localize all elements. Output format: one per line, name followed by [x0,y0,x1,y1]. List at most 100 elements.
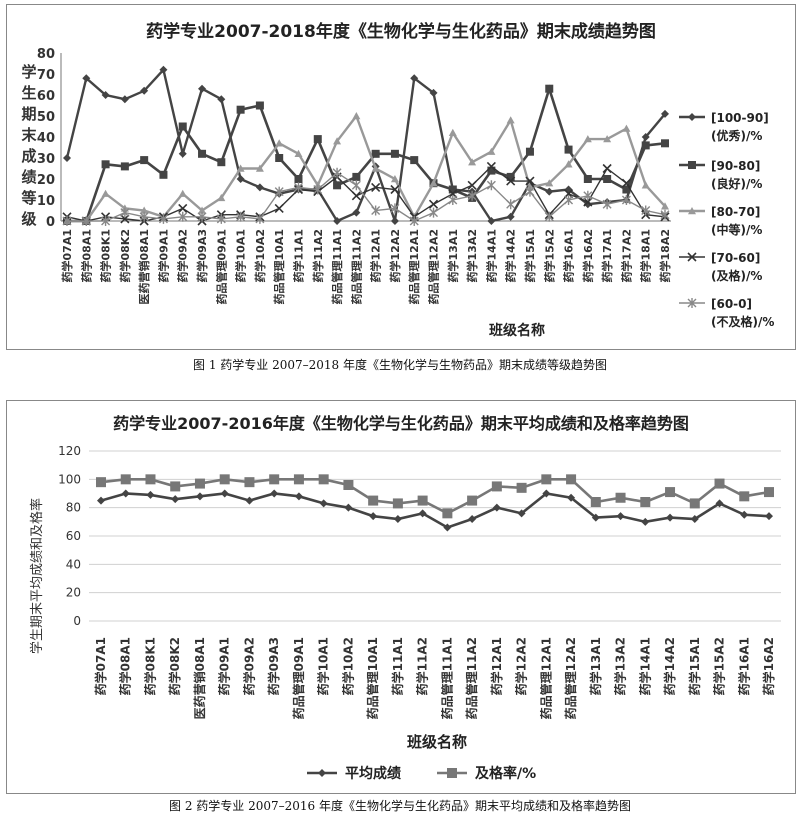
data-point-s3 [255,164,264,172]
x-tick-label: 药学13A1 [588,637,603,695]
data-point-s1 [178,149,187,158]
data-point-s2 [371,149,380,158]
y-tick-label: 20 [37,173,55,188]
data-point-s5 [660,209,670,220]
data-point-s5 [390,203,400,214]
x-tick-label: 药品管理10A1 [365,637,380,719]
y-axis-label-char: 级 [21,210,37,228]
x-tick-label: 医药营销08A1 [192,637,207,719]
data-point-s5 [62,216,72,226]
x-tick-label: 药学08A1 [118,637,133,695]
data-point-s5 [158,213,168,224]
x-axis-label: 班级名称 [489,322,545,339]
x-tick-label: 药学15A1 [523,229,537,282]
x-tick-label: 药学10A1 [234,229,248,282]
data-point-s5 [525,186,535,197]
data-point-s5 [467,190,477,201]
x-tick-label: 药学11A1 [291,229,305,282]
x-tick-label: 药学15A1 [687,637,702,695]
x-tick-label: 药学11A2 [311,229,325,282]
data-point-s2 [178,122,187,131]
data-point-s2 [145,474,156,485]
data-point-s1 [393,515,402,523]
x-tick-label: 药品管理12A2 [427,229,441,304]
data-point-s5 [178,211,188,222]
y-tick-label: 40 [66,557,81,571]
x-tick-label: 药学08K1 [142,637,157,695]
data-point-s2 [410,156,419,165]
data-point-s1 [159,65,168,74]
data-point-s4 [274,203,284,213]
data-point-s1 [517,509,526,518]
x-tick-label: 药品管理11A1 [330,229,344,304]
x-tick-label: 药学08A1 [79,229,93,282]
x-tick-label: 药学16A1 [736,637,751,695]
data-point-s2 [506,172,515,181]
data-point-s2 [170,481,181,492]
data-point-s3 [275,139,284,147]
data-point-s3 [564,160,573,168]
x-axis-label: 班级名称 [407,733,467,751]
data-point-s1 [740,510,749,519]
x-tick-label: 药品管理10A1 [272,229,286,304]
data-point-s2 [255,101,264,110]
x-tick-label: 药学09A3 [195,229,209,282]
x-tick-label: 药学14A2 [504,229,518,282]
x-tick-label: 药学12A1 [489,637,504,695]
data-point-s1 [63,154,71,162]
y-axis-label-char: 期 [21,105,36,123]
data-point-s2 [641,141,650,150]
y-axis-label: 学生期末平均成绩和及格率 [29,498,45,654]
data-point-s2 [198,149,207,158]
x-tick-label: 药品管理09A1 [214,229,228,304]
x-tick-label: 药学13A2 [613,637,628,695]
data-point-s1 [443,523,452,532]
x-tick-label: 药学15A2 [542,229,556,282]
x-tick-label: 药学07A1 [93,637,108,695]
data-point-s2 [661,139,669,148]
x-tick-label: 药学12A2 [388,229,402,282]
data-point-s1 [765,512,773,521]
x-tick-label: 药学11A1 [390,637,405,695]
data-point-s5 [120,207,130,218]
data-point-s5 [332,167,342,178]
data-point-s1 [294,492,303,501]
data-point-s3 [661,202,669,210]
data-point-s1 [410,74,419,83]
x-tick-label: 药学09A2 [176,229,190,282]
data-point-s1 [333,217,342,225]
y-axis-label-char: 学 [21,63,36,81]
data-point-s2 [714,478,725,489]
data-point-s2 [491,481,502,492]
data-point-s5 [351,180,361,191]
data-point-s1 [545,187,554,196]
y-tick-label: 10 [37,194,55,209]
series-line-2 [100,478,770,515]
data-point-s3 [487,147,496,155]
legend-marker-3 [688,207,696,215]
data-point-s2 [120,474,131,485]
data-point-s4 [602,163,612,174]
data-point-s2 [343,480,354,490]
data-point-s5 [101,216,111,226]
data-point-s1 [245,496,254,505]
data-point-s1 [352,208,361,217]
x-tick-label: 药学10A2 [340,637,355,695]
data-point-s2 [244,477,255,488]
data-point-s2 [275,154,284,162]
data-point-s1 [616,512,625,521]
data-point-s2 [448,185,457,194]
x-tick-label: 药学08K2 [118,229,132,283]
data-point-s2 [640,497,651,507]
data-point-s3 [198,206,207,214]
data-point-s3 [140,206,149,214]
y-tick-label: 20 [66,586,81,600]
x-tick-label: 药学17A1 [600,229,614,282]
data-point-s5 [216,213,226,224]
data-point-s2 [564,145,573,154]
data-point-s5 [544,211,554,222]
data-point-s5 [602,199,612,210]
data-point-s5 [255,213,265,224]
data-point-s2 [294,175,303,183]
x-tick-label: 药学09A3 [266,637,281,695]
